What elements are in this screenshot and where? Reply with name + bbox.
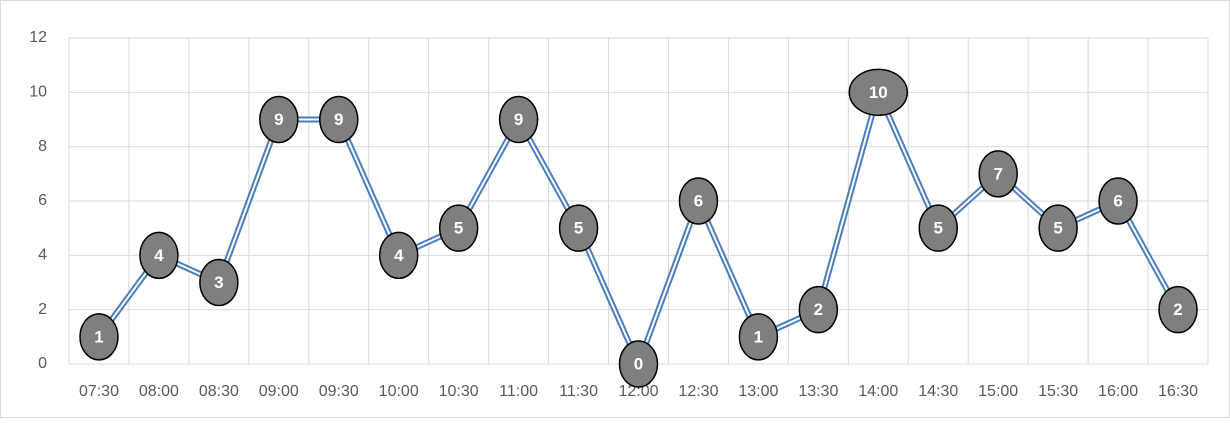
data-label-bubble bbox=[438, 204, 479, 252]
data-label: 6 bbox=[1113, 191, 1122, 210]
data-label: 10 bbox=[869, 83, 888, 102]
x-tick-label: 15:30 bbox=[1038, 383, 1078, 400]
data-label-bubble bbox=[139, 231, 179, 280]
data-label: 5 bbox=[1053, 219, 1062, 238]
data-label: 7 bbox=[993, 164, 1002, 183]
data-label: 1 bbox=[754, 327, 763, 346]
data-label: 0 bbox=[634, 354, 643, 373]
data-label-bubble bbox=[918, 204, 958, 252]
x-tick-label: 07:30 bbox=[79, 383, 119, 400]
data-label-bubble bbox=[678, 177, 719, 225]
data-label: 9 bbox=[334, 110, 343, 129]
y-tick-label: 4 bbox=[38, 247, 47, 264]
x-tick-label: 09:30 bbox=[319, 383, 359, 400]
x-tick-label: 15:00 bbox=[978, 383, 1018, 400]
data-label-bubble bbox=[199, 258, 239, 307]
x-tick-label: 14:00 bbox=[858, 383, 898, 400]
x-tick-label: 14:30 bbox=[918, 383, 958, 400]
data-label-bubble bbox=[378, 231, 419, 280]
x-tick-label: 08:00 bbox=[139, 383, 179, 400]
x-tick-label: 11:30 bbox=[559, 383, 598, 400]
data-label: 4 bbox=[394, 246, 404, 265]
data-label-bubble bbox=[498, 95, 539, 144]
x-tick-label: 16:30 bbox=[1158, 383, 1198, 400]
data-label-bubble bbox=[319, 95, 359, 144]
y-tick-label: 2 bbox=[38, 301, 47, 318]
data-label-bubble bbox=[259, 95, 299, 144]
x-tick-label: 10:00 bbox=[379, 383, 419, 400]
x-tick-label: 08:30 bbox=[199, 383, 239, 400]
x-tick-label: 12:00 bbox=[618, 383, 658, 400]
data-label-bubble bbox=[978, 150, 1018, 198]
data-label: 4 bbox=[154, 246, 164, 265]
data-label-bubble bbox=[1038, 204, 1078, 252]
data-label-bubble bbox=[1098, 177, 1138, 225]
y-tick-label: 12 bbox=[29, 29, 47, 46]
x-tick-label: 13:00 bbox=[738, 383, 778, 400]
data-label: 1 bbox=[94, 327, 103, 346]
y-tick-label: 0 bbox=[38, 355, 47, 372]
data-label: 9 bbox=[514, 110, 523, 129]
y-tick-label: 6 bbox=[38, 192, 47, 209]
x-tick-label: 12:30 bbox=[678, 383, 718, 400]
data-label: 9 bbox=[274, 110, 283, 129]
data-label: 5 bbox=[454, 219, 463, 238]
data-label-bubble bbox=[618, 340, 659, 388]
y-tick-label: 10 bbox=[29, 84, 47, 101]
data-label-bubble bbox=[798, 285, 839, 334]
data-label: 3 bbox=[214, 273, 223, 292]
data-label-bubble bbox=[79, 313, 119, 361]
data-label: 2 bbox=[814, 300, 823, 319]
x-tick-label: 09:00 bbox=[259, 383, 299, 400]
data-label: 5 bbox=[934, 219, 943, 238]
data-label: 6 bbox=[694, 191, 703, 210]
data-label-bubble bbox=[848, 68, 909, 117]
y-tick-label: 8 bbox=[38, 138, 47, 155]
x-tick-label: 16:00 bbox=[1098, 383, 1138, 400]
x-tick-label: 10:30 bbox=[439, 383, 479, 400]
data-label: 2 bbox=[1173, 300, 1182, 319]
x-tick-label: 11:00 bbox=[499, 383, 538, 400]
data-label-bubble bbox=[1158, 285, 1198, 334]
data-label-bubble bbox=[558, 204, 599, 252]
data-label: 5 bbox=[574, 219, 583, 238]
data-label-bubble bbox=[738, 313, 779, 361]
x-tick-label: 13:30 bbox=[798, 383, 838, 400]
